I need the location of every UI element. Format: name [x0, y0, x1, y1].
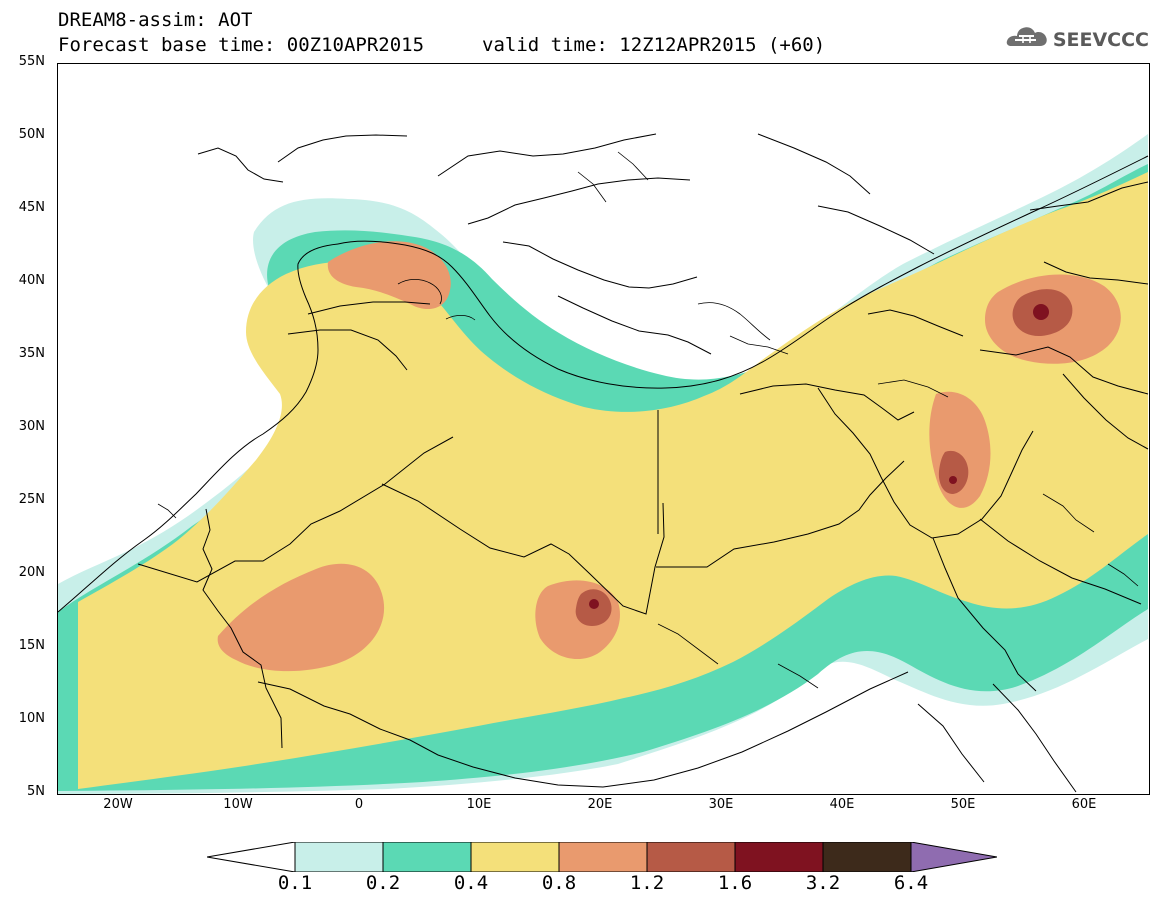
aot-layer-12 [575, 289, 1073, 626]
legend-bin-12 [646, 841, 736, 873]
lat-label-20n: 20N [18, 565, 45, 580]
legend-tick-3-2: 3.2 [805, 872, 841, 894]
legend-values: 0.1 0.2 0.4 0.8 1.2 1.6 3.2 6.4 [0, 872, 1165, 894]
legend-bin-02 [382, 841, 472, 873]
lon-label-60e: 60E [1071, 797, 1097, 812]
lat-label-10n: 10N [18, 711, 45, 726]
legend-over-triangle [910, 841, 998, 873]
lon-label-40e: 40E [829, 797, 855, 812]
legend-bin-16 [734, 841, 824, 873]
lon-label-20e: 20E [587, 797, 613, 812]
legend-tick-0-4: 0.4 [453, 872, 489, 894]
aot-map [58, 64, 1149, 794]
forecast-base-time: Forecast base time: 00Z10APR2015 [58, 34, 425, 56]
legend-tick-1-6: 1.6 [717, 872, 753, 894]
legend-tick-0-1: 0.1 [277, 872, 313, 894]
lat-label-40n: 40N [18, 273, 45, 288]
lon-label-0: 0 [354, 797, 364, 812]
lat-label-25n: 25N [18, 492, 45, 507]
aot-layer-16 [589, 304, 1049, 609]
brand-name: SEEVCCC [1052, 28, 1149, 51]
lat-label-30n: 30N [18, 419, 45, 434]
valid-time: valid time: 12Z12APR2015 (+60) [482, 34, 826, 56]
lat-label-15n: 15N [18, 638, 45, 653]
lon-label-10e: 10E [466, 797, 492, 812]
lon-label-10w: 10W [223, 797, 253, 812]
legend-tick-6-4: 6.4 [893, 872, 929, 894]
lat-label-35n: 35N [18, 346, 45, 361]
lat-label-5n: 5N [27, 784, 45, 799]
legend-bin-08 [558, 841, 648, 873]
legend-tick-0-2: 0.2 [365, 872, 401, 894]
legend-bar [206, 841, 998, 873]
land-boundaries [58, 133, 1149, 793]
map-panel [57, 63, 1150, 795]
legend-tick-1-2: 1.2 [629, 872, 665, 894]
lat-label-50n: 50N [18, 127, 45, 142]
lat-label-55n: 55N [18, 54, 45, 69]
legend-bin-32 [822, 841, 912, 873]
color-legend [206, 841, 998, 873]
coastal-details [157, 151, 1139, 689]
legend-tick-0-8: 0.8 [541, 872, 577, 894]
legend-under-triangle [206, 841, 296, 873]
lat-label-45n: 45N [18, 200, 45, 215]
lon-label-20w: 20W [103, 797, 133, 812]
cloud-icon [1001, 24, 1049, 55]
seevccc-logo: SEEVCCC [1001, 24, 1149, 55]
legend-bin-01 [294, 841, 384, 873]
legend-bin-04 [470, 841, 560, 873]
lon-label-30e: 30E [708, 797, 734, 812]
lon-label-50e: 50E [950, 797, 976, 812]
map-title: DREAM8-assim: AOT [58, 9, 253, 31]
